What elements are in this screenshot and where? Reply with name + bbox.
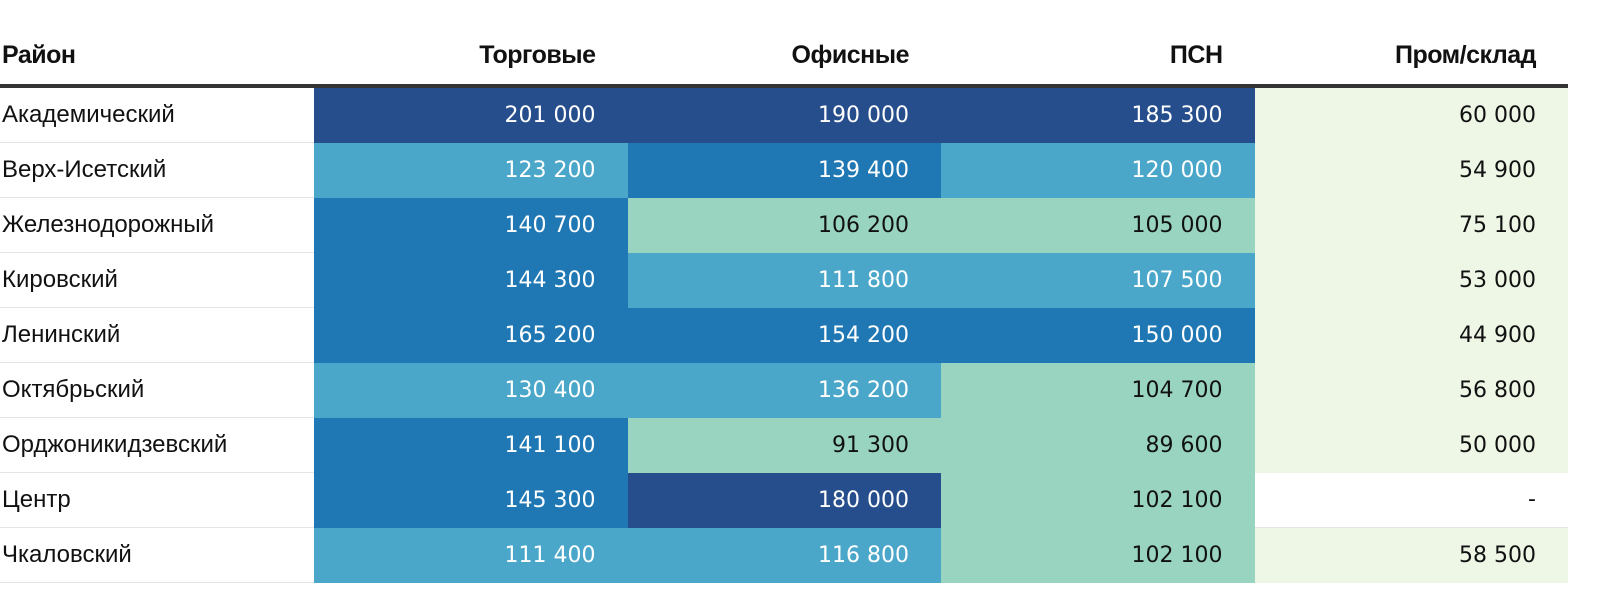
heatmap-cell: 180 000: [627, 472, 941, 528]
heatmap-cell: 120 000: [941, 142, 1255, 198]
table-row: Чкаловский 111 400 116 800 102 100 58 500: [0, 527, 1568, 583]
heatmap-cell: 106 200: [627, 197, 941, 253]
heatmap-cell: 91 300: [627, 417, 941, 473]
heatmap-cell: 201 000: [314, 86, 628, 143]
column-header-office[interactable]: Офисные: [627, 26, 941, 88]
heatmap-cell: 104 700: [941, 362, 1255, 418]
heatmap-cell: 154 200: [627, 307, 941, 363]
district-name: Кировский: [0, 252, 314, 308]
heatmap-cell: 102 100: [941, 472, 1255, 528]
heatmap-table: Район Торговые Офисные ПСН Пром/склад Ак…: [0, 26, 1568, 583]
heatmap-cell: 190 000: [627, 86, 941, 143]
table-row: Ленинский 165 200 154 200 150 000 44 900: [0, 307, 1568, 363]
district-name: Чкаловский: [0, 527, 314, 583]
heatmap-cell: 123 200: [314, 142, 628, 198]
heatmap-cell: 111 800: [627, 252, 941, 308]
column-header-psn[interactable]: ПСН: [941, 26, 1255, 88]
header-row: Район Торговые Офисные ПСН Пром/склад: [0, 26, 1568, 88]
heatmap-cell: 105 000: [941, 197, 1255, 253]
table-row: Орджоникидзевский 141 100 91 300 89 600 50 0…: [0, 417, 1568, 473]
heatmap-cell: 89 600: [941, 417, 1255, 473]
heatmap-cell: 111 400: [314, 527, 628, 583]
district-name: Центр: [0, 472, 314, 528]
heatmap-cell: 141 100: [314, 417, 628, 473]
heatmap-cell: 116 800: [627, 527, 941, 583]
heatmap-cell: 102 100: [941, 527, 1255, 583]
heatmap-cell: 139 400: [627, 142, 941, 198]
heatmap-cell: 60 000: [1254, 86, 1568, 143]
heatmap-cell: 56 800: [1254, 362, 1568, 418]
district-name: Академический: [0, 86, 314, 143]
table-row: Верх-Исетский 123 200 139 400 120 000 54 900: [0, 142, 1568, 198]
heatmap-cell: 144 300: [314, 252, 628, 308]
heatmap-cell: 165 200: [314, 307, 628, 363]
heatmap-cell: 140 700: [314, 197, 628, 253]
heatmap-cell: 75 100: [1254, 197, 1568, 253]
district-name: Железнодорожный: [0, 197, 314, 253]
table-row: Центр 145 300 180 000 102 100-: [0, 472, 1568, 528]
heatmap-cell: 150 000: [941, 307, 1255, 363]
district-name: Октябрьский: [0, 362, 314, 418]
column-header-district[interactable]: Район: [0, 26, 314, 88]
heatmap-cell: 53 000: [1254, 252, 1568, 308]
heatmap-cell: 136 200: [627, 362, 941, 418]
district-name: Орджоникидзевский: [0, 417, 314, 473]
heatmap-cell: 50 000: [1254, 417, 1568, 473]
heatmap-cell: 130 400: [314, 362, 628, 418]
heatmap-cell: -: [1254, 472, 1568, 528]
heatmap-cell: 58 500: [1254, 527, 1568, 583]
table-row: Октябрьский 130 400 136 200 104 700 56 800: [0, 362, 1568, 418]
heatmap-cell: 54 900: [1254, 142, 1568, 198]
heatmap-cell: 185 300: [941, 86, 1255, 143]
column-header-industrial[interactable]: Пром/склад: [1254, 26, 1568, 88]
table-row: Кировский 144 300 111 800 107 500 53 000: [0, 252, 1568, 308]
table-row: Академический 201 000 190 000 185 300 60 000: [0, 86, 1568, 143]
district-name: Верх-Исетский: [0, 142, 314, 198]
heatmap-cell: 107 500: [941, 252, 1255, 308]
district-name: Ленинский: [0, 307, 314, 363]
heatmap-cell: 44 900: [1254, 307, 1568, 363]
column-header-retail[interactable]: Торговые: [314, 26, 628, 88]
heatmap-cell: 145 300: [314, 472, 628, 528]
table-row: Железнодорожный 140 700 106 200 105 000 75 1…: [0, 197, 1568, 253]
